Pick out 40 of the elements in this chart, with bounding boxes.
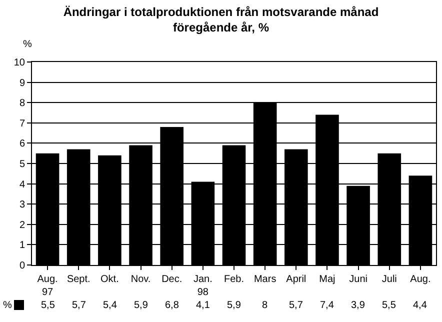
y-tick-label: 5 — [19, 159, 26, 170]
data-label: 5,9 — [134, 300, 148, 311]
data-label: 5,7 — [289, 300, 304, 311]
x-tick-label: Juli — [382, 274, 397, 285]
data-label: 4,1 — [196, 300, 210, 311]
x-tick-label: Aug. 97 — [37, 274, 58, 298]
data-label: 3,9 — [351, 300, 366, 311]
data-label: 5,7 — [72, 300, 86, 311]
y-tick-label: 4 — [19, 179, 26, 190]
data-label: 5,4 — [103, 300, 118, 311]
x-tick-label: Maj — [319, 274, 336, 285]
y-tick-label: 1 — [19, 240, 26, 252]
y-tick-label: 8 — [19, 98, 26, 110]
y-tick-label: 10 — [14, 58, 26, 68]
y-tick-label: 2 — [19, 220, 26, 231]
y-tick-label: 3 — [19, 200, 26, 211]
data-label: 4,4 — [413, 300, 428, 311]
data-label: 5,5 — [41, 300, 56, 311]
data-label: 5,9 — [227, 300, 242, 311]
x-tick-label: Okt. — [100, 274, 119, 285]
y-tick-label: 9 — [19, 78, 26, 89]
y-axis-title: % — [23, 39, 32, 50]
data-label: 5,5 — [382, 300, 396, 311]
x-tick-label: Aug. — [410, 274, 431, 285]
x-tick-label: Jan. 98 — [193, 274, 212, 298]
chart-title: Ändringar i totalproduktionen från motsvarande månad föregående år, % — [63, 5, 379, 35]
y-tick-label: 7 — [19, 118, 26, 130]
data-label: 8 — [262, 300, 268, 311]
data-label: 6,8 — [165, 300, 180, 311]
x-tick-label: Juni — [349, 274, 368, 285]
x-tick-label: Mars — [254, 274, 276, 285]
x-tick-label: Sept. — [66, 274, 90, 285]
data-label: 7,4 — [320, 300, 334, 311]
x-tick-label: Nov. — [130, 274, 151, 285]
y-tick-label: 6 — [19, 138, 26, 150]
x-tick-label: Feb. — [224, 274, 244, 285]
y-tick-label: 0 — [19, 260, 26, 272]
legend-label: % — [3, 300, 12, 311]
x-tick-label: April — [286, 274, 306, 285]
x-tick-label: Dec. — [162, 274, 182, 285]
